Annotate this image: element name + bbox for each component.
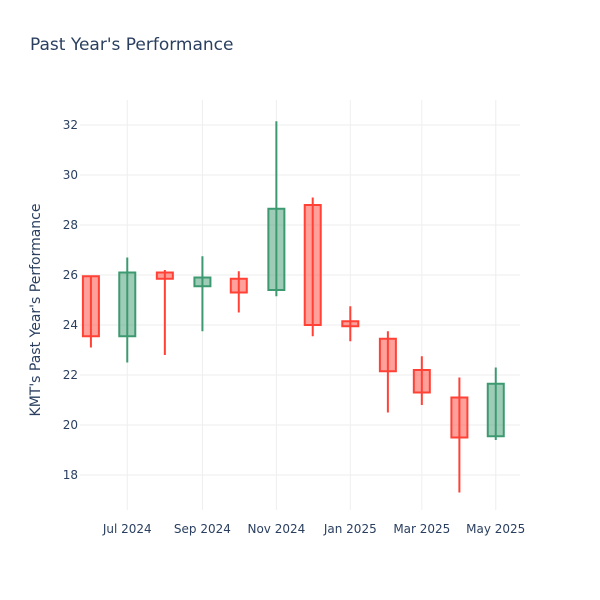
candle-decreasing [155,270,174,355]
candle-decreasing [412,356,431,405]
candle-increasing [267,121,286,297]
candle-body [155,271,174,280]
candle-increasing [486,367,505,440]
candle-body [412,369,431,394]
candle-body [378,337,397,373]
chart-title: Past Year's Performance [30,35,234,55]
y-tick-label: 18 [63,468,78,482]
y-tick-labels: 18 20 22 24 26 28 30 32 [63,118,78,482]
candle-decreasing [341,306,360,342]
candle-decreasing [378,331,397,413]
y-axis-label: KMT's Past Year's Performance [28,204,44,417]
candle-body [81,275,100,338]
candle-body [303,204,322,326]
y-tick-label: 32 [63,118,78,132]
y-tick-label: 30 [63,168,78,182]
candle-increasing [193,256,212,332]
candle-body [193,276,212,288]
candle-increasing [118,257,137,363]
y-tick-label: 26 [63,268,78,282]
candle-decreasing [81,275,100,348]
x-tick-label: Mar 2025 [393,522,450,536]
y-tick-label: 24 [63,318,78,332]
grid-layer [80,100,520,510]
candle-body [486,382,505,438]
y-tick-label: 22 [63,368,78,382]
x-tick-labels: Jul 2024 Sep 2024 Nov 2024 Jan 2025 Mar 2025… [102,522,525,536]
x-tick-label: Nov 2024 [247,522,305,536]
candle-decreasing [229,271,248,313]
y-tick-label: 20 [63,418,78,432]
y-tick-label: 28 [63,218,78,232]
candles [81,121,505,493]
candle-body [341,320,360,328]
x-tick-label: Sep 2024 [174,522,231,536]
candle-decreasing [303,197,322,337]
candle-body [267,207,286,291]
x-tick-label: May 2025 [466,522,525,536]
candle-decreasing [450,377,469,493]
candle-body [118,271,137,338]
candle-body [450,396,469,439]
x-tick-label: Jul 2024 [102,522,152,536]
candle-body [229,277,248,294]
x-tick-label: Jan 2025 [323,522,377,536]
